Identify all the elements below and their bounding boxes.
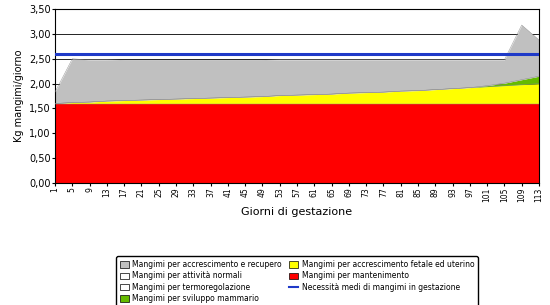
Y-axis label: Kg mangimi/giorno: Kg mangimi/giorno [14, 50, 24, 142]
X-axis label: Giorni di gestazione: Giorni di gestazione [241, 207, 353, 217]
Legend: Mangimi per accrescimento e recupero, Mangimi per attività normali, Mangimi per : Mangimi per accrescimento e recupero, Ma… [116, 257, 478, 305]
